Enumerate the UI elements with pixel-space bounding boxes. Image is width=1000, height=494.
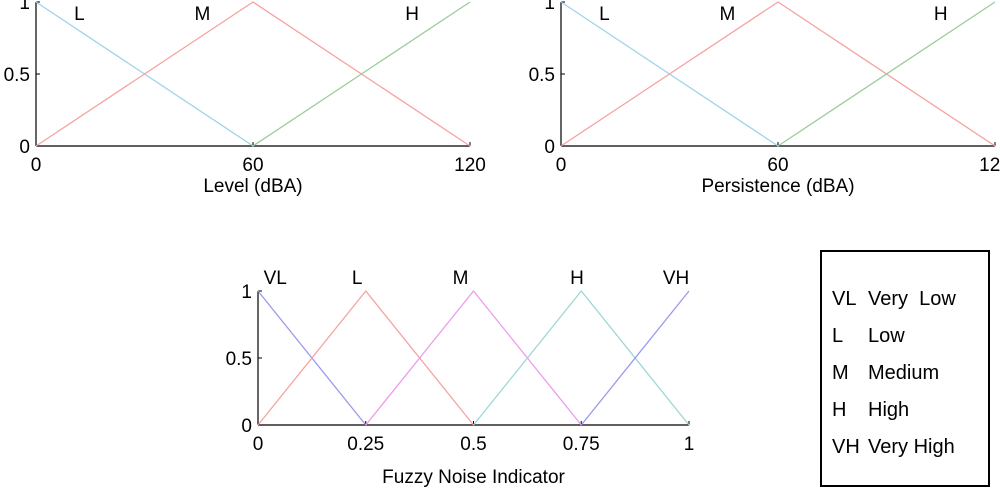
x-tick-label: 120 (454, 155, 486, 176)
y-tick-label: 0 (544, 137, 555, 158)
series-label-h: H (570, 268, 584, 289)
y-tick-label: 1 (19, 0, 30, 14)
y-tick-label: 0.5 (529, 65, 555, 86)
series-label-l: L (352, 268, 363, 289)
x-tick-label: 120 (979, 155, 1000, 176)
series-label-h: H (405, 4, 419, 25)
series-line-h (252, 1, 471, 147)
legend-item-very-high: VH Very High (832, 436, 955, 459)
series-label-h: H (934, 4, 948, 25)
series-line-vh (580, 290, 690, 426)
legend-code: L (832, 325, 844, 347)
x-tick-label: 0 (556, 155, 567, 176)
legend-item-medium: M Medium (832, 362, 939, 385)
series-line-h (777, 1, 996, 147)
series-line-m (560, 1, 996, 147)
series-label-vl: VL (264, 268, 287, 289)
legend-meaning: High (868, 399, 910, 421)
x-tick-label: 60 (242, 155, 263, 176)
series-label-l: L (599, 4, 610, 25)
x-tick-label: 0 (31, 155, 42, 176)
x-tick-label: 60 (767, 155, 788, 176)
series-label-l: L (74, 4, 85, 25)
legend-item-low: L Low (832, 325, 905, 348)
chart-panel-1: 0 60 120 0 0.5 1 L M H Level (dBA) (4, 0, 486, 197)
legend-code: H (832, 399, 847, 421)
series-line-m (365, 289, 582, 426)
chart-panel-3: 0 0.25 0.5 0.75 1 0 0.5 1 VL L M H VH Fuzzy Noise Ind… (226, 268, 695, 488)
x-tick-label: 0.25 (347, 434, 384, 455)
y-tick-label: 1 (241, 282, 252, 303)
legend-meaning: Medium (868, 362, 940, 384)
legend-item-very-low: VL Very Low (832, 288, 956, 311)
x-tick-label: 0.5 (460, 434, 486, 455)
y-tick-label: 0 (241, 416, 252, 437)
x-tick-label: 1 (684, 434, 695, 455)
legend-code: M (832, 362, 849, 384)
x-axis-label: Persistence (dBA) (701, 176, 854, 197)
legend-item-high: H High (832, 399, 909, 422)
y-tick-label: 1 (544, 0, 555, 14)
x-tick-label: 0.75 (563, 434, 600, 455)
y-tick-label: 0 (19, 137, 30, 158)
x-axis-label: Fuzzy Noise Indicator (382, 467, 565, 488)
series-line-m (35, 1, 471, 147)
series-label-m: M (194, 4, 210, 25)
series-line-h (472, 289, 690, 426)
series-label-vh: VH (663, 268, 689, 289)
chart-panel-2: 0 60 120 0 0.5 1 L M H Persistence (dBA) (529, 0, 1000, 197)
series-label-m: M (719, 4, 735, 25)
legend-box: VL Very Low L Low M Medium H High VH Very Hig… (820, 250, 990, 487)
legend-code: VL (832, 288, 857, 310)
legend-meaning: Very Low (868, 288, 956, 310)
series-line-l (257, 289, 475, 426)
x-axis-label: Level (dBA) (203, 176, 302, 197)
y-tick-label: 0.5 (4, 65, 30, 86)
y-tick-label: 0.5 (226, 349, 252, 370)
legend-code: VH (832, 436, 860, 458)
series-label-m: M (453, 268, 469, 289)
x-tick-label: 0 (253, 434, 264, 455)
legend-meaning: Low (868, 325, 905, 347)
legend-meaning: Very High (868, 436, 955, 458)
